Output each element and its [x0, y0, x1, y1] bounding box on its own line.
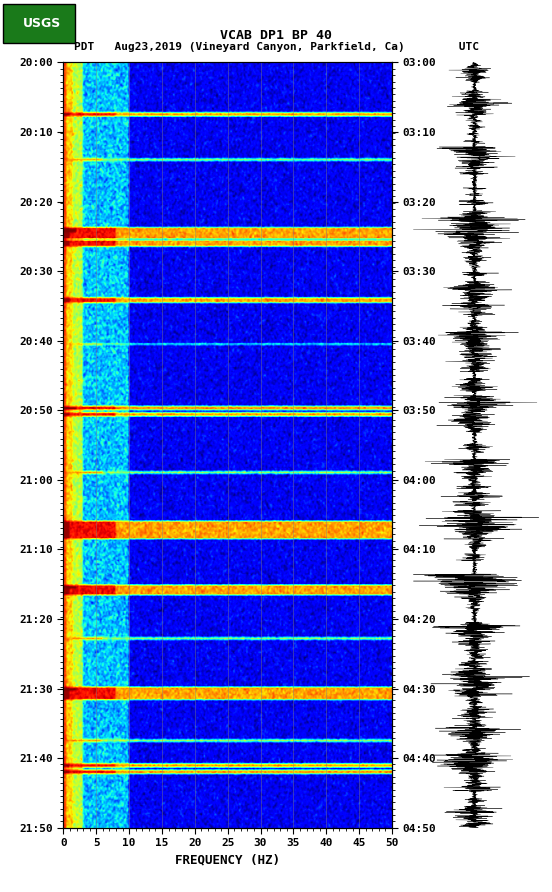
Polygon shape	[6, 11, 72, 43]
FancyBboxPatch shape	[3, 4, 75, 43]
Text: USGS: USGS	[15, 15, 62, 30]
X-axis label: FREQUENCY (HZ): FREQUENCY (HZ)	[175, 854, 280, 867]
Text: PDT   Aug23,2019 (Vineyard Canyon, Parkfield, Ca)        UTC: PDT Aug23,2019 (Vineyard Canyon, Parkfie…	[73, 42, 479, 52]
Text: USGS: USGS	[23, 17, 61, 29]
Text: VCAB DP1 BP 40: VCAB DP1 BP 40	[220, 29, 332, 42]
